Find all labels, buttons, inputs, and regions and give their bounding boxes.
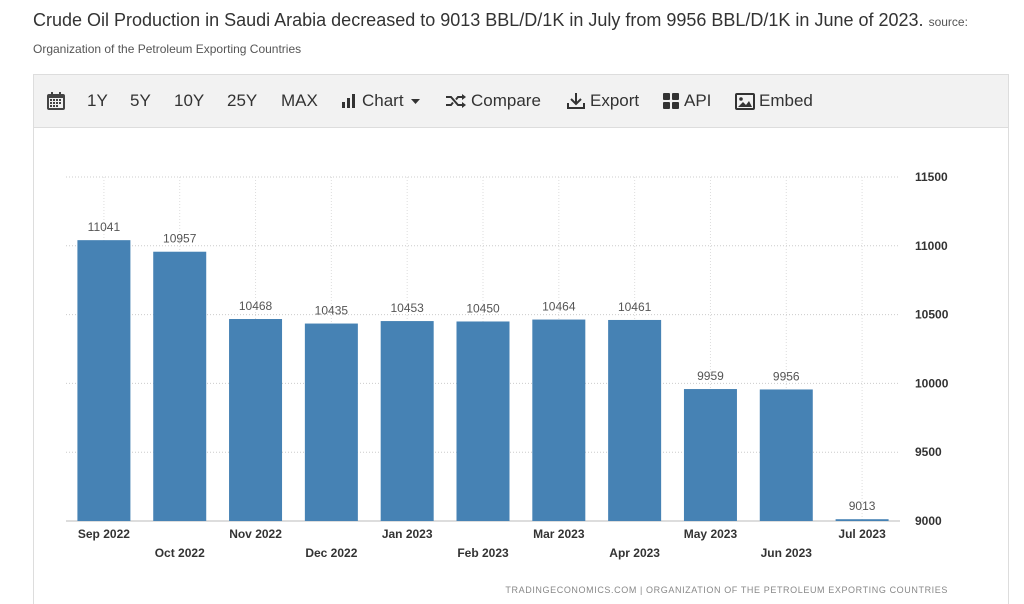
embed-button[interactable]: Embed	[735, 89, 813, 113]
bar[interactable]	[759, 389, 813, 521]
range-10y-button[interactable]: 10Y	[174, 91, 205, 110]
chart-watermark: TRADINGECONOMICS.COM | ORGANIZATION OF T…	[505, 585, 948, 595]
caret-down-icon	[410, 99, 420, 104]
chart-type-label: Chart	[362, 91, 404, 110]
bar[interactable]	[608, 319, 662, 521]
range-25y-button[interactable]: 25Y	[227, 91, 258, 110]
x-tick-label: Apr 2023	[609, 546, 660, 560]
range-5y-button[interactable]: 5Y	[130, 91, 151, 110]
y-tick-label: 10500	[915, 308, 949, 322]
range-max-button[interactable]: MAX	[281, 91, 318, 110]
grid-icon	[663, 93, 679, 109]
data-label: 10468	[239, 299, 273, 313]
bar[interactable]	[456, 321, 510, 521]
source-label: source:	[928, 15, 968, 29]
x-tick-label: Jul 2023	[838, 527, 886, 541]
source-link[interactable]: Organization of the Petroleum Exporting …	[33, 42, 302, 56]
chart-toolbar: 1Y 5Y 10Y 25Y MAX Chart Compare	[34, 75, 1008, 128]
api-button[interactable]: API	[662, 89, 711, 113]
calendar-button[interactable]	[46, 89, 66, 113]
data-label: 10461	[618, 300, 652, 314]
headline-text: Crude Oil Production in Saudi Arabia dec…	[33, 10, 924, 30]
y-tick-label: 9000	[915, 514, 942, 528]
y-tick-label: 11000	[915, 239, 948, 253]
chart-type-dropdown[interactable]: Chart	[341, 89, 423, 113]
image-icon	[735, 92, 755, 110]
bar[interactable]	[835, 519, 889, 521]
x-tick-label: Dec 2022	[305, 546, 357, 560]
bar[interactable]	[77, 240, 131, 522]
bar[interactable]	[229, 319, 283, 521]
x-tick-label: Sep 2022	[78, 527, 130, 541]
x-tick-label: Nov 2022	[229, 527, 282, 541]
bar[interactable]	[380, 321, 434, 521]
compare-label: Compare	[471, 91, 541, 110]
range-1y-button[interactable]: 1Y	[87, 91, 108, 110]
y-tick-label: 10000	[915, 376, 949, 390]
export-button[interactable]: Export	[566, 89, 639, 113]
export-label: Export	[590, 91, 640, 110]
data-label: 10957	[163, 232, 197, 246]
x-tick-label: Jan 2023	[382, 527, 433, 541]
bar[interactable]	[532, 319, 586, 521]
x-tick-label: Mar 2023	[533, 527, 585, 541]
x-tick-label: Jun 2023	[761, 546, 813, 560]
data-label: 10464	[542, 300, 576, 314]
bar-chart: 11041 10957 10468 10435 10453 10450 10464 10461…	[66, 170, 949, 560]
data-label: 9959	[697, 369, 724, 383]
shuffle-icon	[446, 94, 466, 108]
data-label: 11041	[88, 220, 121, 234]
x-tick-label: Feb 2023	[457, 546, 509, 560]
calendar-icon	[47, 92, 65, 110]
data-label: 9013	[849, 499, 876, 513]
compare-button[interactable]: Compare	[445, 89, 541, 113]
data-label: 9956	[773, 369, 800, 383]
download-icon	[567, 93, 585, 109]
x-tick-label: May 2023	[684, 527, 738, 541]
chart-panel: 1Y 5Y 10Y 25Y MAX Chart Compare	[33, 74, 1009, 604]
bar[interactable]	[683, 389, 737, 521]
embed-label: Embed	[759, 91, 813, 110]
headline: Crude Oil Production in Saudi Arabia dec…	[33, 8, 1018, 64]
y-tick-label: 9500	[915, 445, 942, 459]
data-label: 10450	[466, 301, 500, 315]
bar[interactable]	[153, 251, 207, 521]
bar[interactable]	[304, 323, 358, 521]
api-label: API	[684, 91, 712, 110]
data-label: 10435	[315, 304, 349, 318]
y-tick-label: 11500	[915, 170, 948, 184]
bar-chart-icon	[342, 94, 355, 108]
x-tick-label: Oct 2022	[155, 546, 205, 560]
data-label: 10453	[390, 301, 424, 315]
